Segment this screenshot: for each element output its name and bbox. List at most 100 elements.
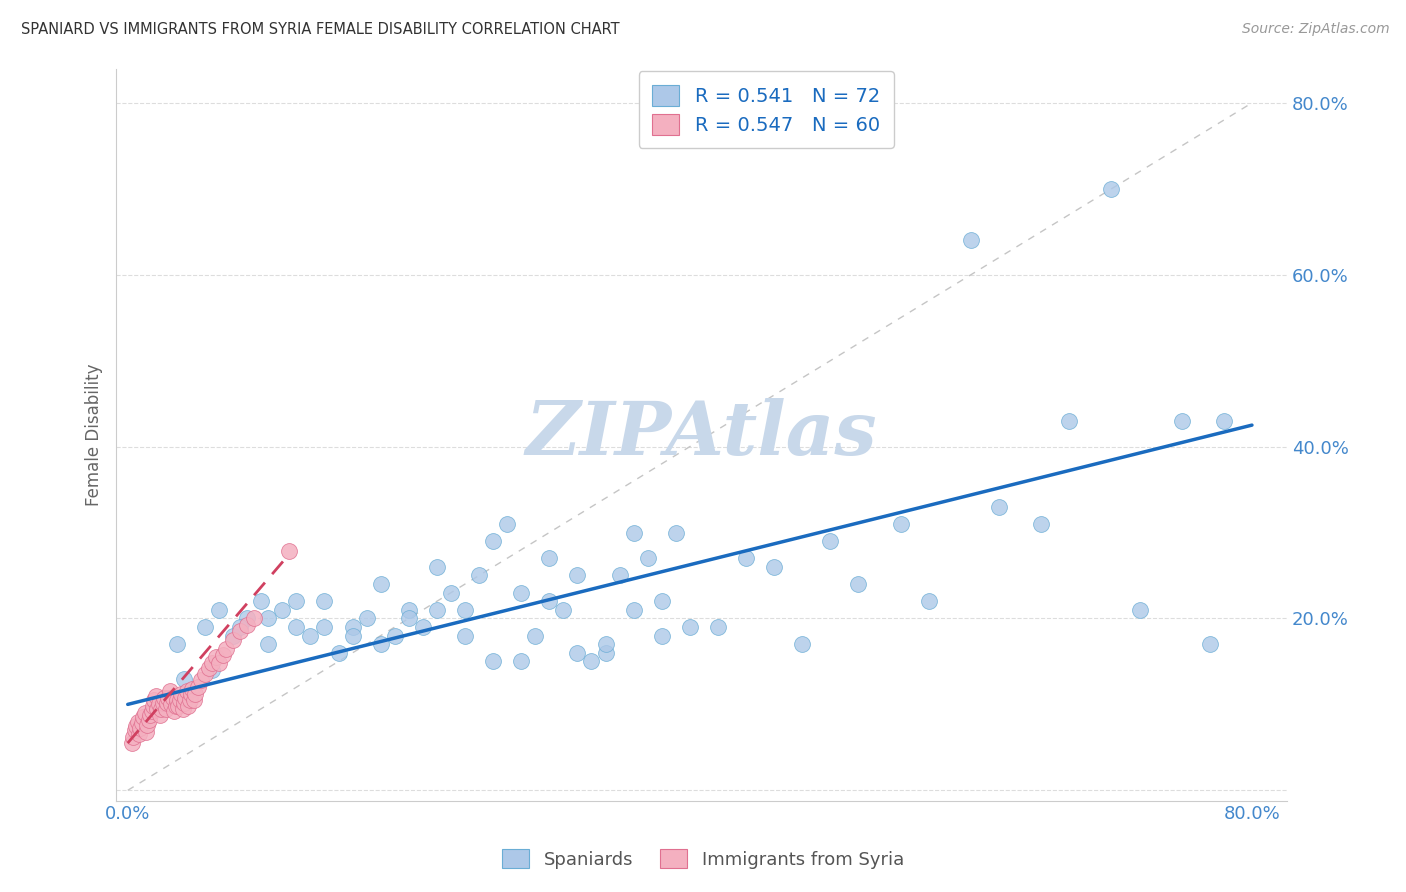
Point [179,693,201,707]
Point [482,654,505,668]
Point [250,594,273,608]
Point [271,603,294,617]
Point [229,620,252,634]
Point [129,722,152,736]
Point [538,594,561,608]
Point [156,696,179,710]
Point [177,699,200,714]
Point [637,551,659,566]
Point [149,707,172,722]
Point [553,603,575,617]
Point [496,516,519,531]
Point [538,551,561,566]
Point [173,672,195,686]
Point [157,690,180,705]
Point [243,611,266,625]
Point [285,594,308,608]
Point [665,525,688,540]
Point [166,693,188,707]
Point [176,684,198,698]
Point [651,594,673,608]
Point [236,618,259,632]
Point [370,637,392,651]
Point [398,611,420,625]
Point [162,690,184,705]
Point [205,650,228,665]
Point [482,534,505,549]
Point [595,637,617,651]
Point [735,551,758,566]
Point [145,689,167,703]
Point [1059,414,1081,428]
Text: SPANIARD VS IMMIGRANTS FROM SYRIA FEMALE DISABILITY CORRELATION CHART: SPANIARD VS IMMIGRANTS FROM SYRIA FEMALE… [21,22,620,37]
Point [440,585,463,599]
Point [194,667,217,681]
Point [146,701,169,715]
Point [139,707,162,722]
Point [820,534,842,549]
Point [595,646,617,660]
Point [201,656,224,670]
Point [143,693,166,707]
Point [138,713,160,727]
Point [153,690,176,705]
Point [135,724,157,739]
Point [208,603,231,617]
Point [236,611,259,625]
Legend: Spaniards, Immigrants from Syria: Spaniards, Immigrants from Syria [495,842,911,876]
Point [222,629,245,643]
Point [215,641,238,656]
Point [1031,516,1053,531]
Point [707,620,730,634]
Point [370,577,392,591]
Point [190,673,212,688]
Point [173,696,195,710]
Point [122,730,145,744]
Point [172,701,194,715]
Point [166,637,188,651]
Point [160,698,183,712]
Point [679,620,702,634]
Point [890,516,912,531]
Point [183,693,205,707]
Point [299,629,322,643]
Point [988,500,1011,514]
Point [180,687,202,701]
Y-axis label: Female Disability: Female Disability [86,363,103,506]
Point [581,654,603,668]
Point [918,594,941,608]
Point [125,719,148,733]
Point [314,620,336,634]
Point [398,603,420,617]
Point [454,603,477,617]
Point [426,603,449,617]
Point [124,723,146,738]
Point [150,701,173,715]
Point [128,727,150,741]
Point [198,661,221,675]
Point [623,603,645,617]
Point [1099,182,1122,196]
Point [1198,637,1220,651]
Point [170,687,193,701]
Point [167,699,190,714]
Point [132,710,155,724]
Point [468,568,491,582]
Point [159,684,181,698]
Point [314,594,336,608]
Point [1212,414,1234,428]
Point [163,704,186,718]
Point [356,611,378,625]
Point [567,568,589,582]
Point [169,693,191,707]
Point [848,577,870,591]
Point [960,233,983,247]
Text: ZIPAtlas: ZIPAtlas [526,399,877,471]
Point [426,560,449,574]
Point [384,629,406,643]
Point [257,611,280,625]
Point [148,698,170,712]
Point [278,544,301,558]
Point [174,690,197,705]
Point [510,585,533,599]
